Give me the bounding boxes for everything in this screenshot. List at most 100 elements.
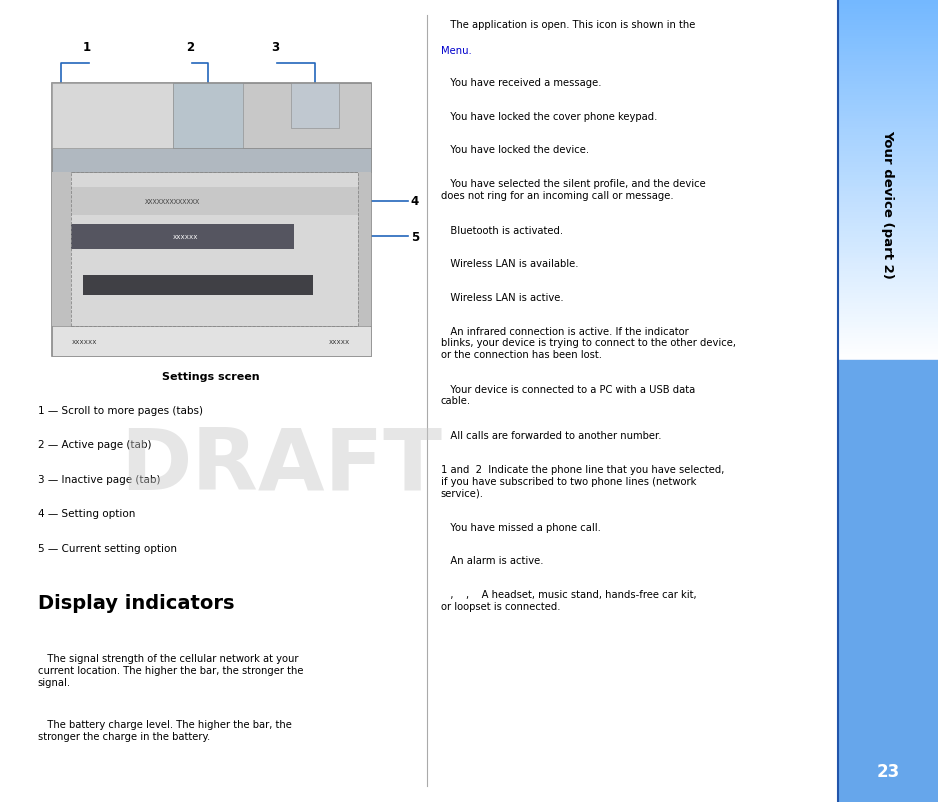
Bar xyxy=(838,80,938,83)
Bar xyxy=(838,564,938,567)
Bar xyxy=(838,379,938,383)
Bar xyxy=(838,497,938,500)
Text: You have locked the cover phone keypad.: You have locked the cover phone keypad. xyxy=(441,111,658,121)
Bar xyxy=(838,800,938,802)
Bar xyxy=(838,110,938,112)
Bar xyxy=(838,780,938,784)
Bar xyxy=(838,444,938,447)
Bar xyxy=(838,104,938,107)
Bar xyxy=(838,190,938,192)
Bar xyxy=(838,70,938,72)
Bar xyxy=(838,385,938,387)
Bar xyxy=(838,575,938,577)
Bar xyxy=(838,48,938,51)
Bar xyxy=(838,192,938,195)
Bar xyxy=(838,746,938,748)
Text: Bluetooth is activated.: Bluetooth is activated. xyxy=(441,225,563,235)
Bar xyxy=(838,139,938,142)
Bar xyxy=(838,618,938,620)
Bar xyxy=(838,22,938,24)
Bar xyxy=(838,38,938,40)
Text: Wireless LAN is available.: Wireless LAN is available. xyxy=(441,259,579,269)
Text: xxxxxx: xxxxxx xyxy=(72,338,98,345)
Bar xyxy=(838,636,938,639)
Bar xyxy=(838,772,938,776)
Bar xyxy=(838,321,938,323)
Bar xyxy=(838,350,938,353)
Bar xyxy=(838,427,938,431)
Bar xyxy=(838,158,938,160)
Bar xyxy=(838,150,938,152)
Bar xyxy=(83,276,313,296)
Bar xyxy=(838,305,938,307)
Text: The battery charge level. The higher the bar, the
stronger the charge in the bat: The battery charge level. The higher the… xyxy=(38,719,292,741)
Bar xyxy=(838,452,938,455)
Bar xyxy=(838,695,938,698)
Text: The application is open. This icon is shown in the: The application is open. This icon is sh… xyxy=(441,20,695,42)
Bar xyxy=(838,355,938,358)
Bar xyxy=(838,553,938,556)
Bar xyxy=(838,516,938,519)
Bar xyxy=(838,457,938,460)
Bar xyxy=(838,647,938,650)
Bar xyxy=(838,623,938,626)
Bar xyxy=(838,719,938,722)
Bar xyxy=(838,315,938,318)
Bar xyxy=(838,131,938,134)
Bar xyxy=(838,26,938,30)
Bar xyxy=(838,30,938,32)
Bar xyxy=(838,706,938,708)
Bar xyxy=(838,423,938,425)
Bar xyxy=(838,155,938,158)
Text: 2 — Active page (tab): 2 — Active page (tab) xyxy=(38,439,151,449)
Bar xyxy=(838,711,938,714)
Bar xyxy=(838,591,938,593)
Bar xyxy=(838,99,938,102)
Text: DRAFT: DRAFT xyxy=(120,423,443,507)
Bar xyxy=(838,489,938,492)
Bar xyxy=(838,572,938,575)
Bar xyxy=(838,337,938,339)
Bar xyxy=(838,698,938,700)
Bar xyxy=(838,383,938,385)
Bar xyxy=(838,545,938,548)
Bar xyxy=(838,147,938,150)
Bar xyxy=(838,219,938,222)
Bar xyxy=(838,323,938,326)
Bar xyxy=(838,225,938,227)
Bar xyxy=(838,724,938,727)
Bar xyxy=(838,363,938,367)
Bar xyxy=(838,596,938,599)
Bar xyxy=(838,367,938,369)
Text: An alarm is active.: An alarm is active. xyxy=(441,556,543,565)
Bar xyxy=(838,700,938,703)
Bar xyxy=(838,297,938,299)
Bar xyxy=(838,583,938,585)
Text: XXXXXXXXXXXXX: XXXXXXXXXXXXX xyxy=(145,199,201,205)
Bar xyxy=(838,511,938,513)
Text: Settings screen: Settings screen xyxy=(162,371,260,381)
Bar xyxy=(838,273,938,275)
Bar xyxy=(838,313,938,315)
Text: The signal strength of the cellular network at your
current location. The higher: The signal strength of the cellular netw… xyxy=(38,654,303,687)
Bar xyxy=(52,148,371,172)
Bar xyxy=(838,411,938,415)
Bar xyxy=(838,431,938,433)
Bar xyxy=(838,275,938,278)
Bar xyxy=(838,433,938,435)
Bar xyxy=(838,465,938,468)
Bar xyxy=(838,88,938,91)
Bar xyxy=(838,358,938,361)
Text: 5: 5 xyxy=(411,231,419,244)
Bar xyxy=(838,425,938,427)
Bar xyxy=(838,676,938,679)
Bar xyxy=(838,18,938,22)
Bar xyxy=(838,471,938,473)
Bar xyxy=(838,642,938,644)
Bar xyxy=(838,543,938,545)
Bar xyxy=(838,666,938,668)
Bar xyxy=(838,144,938,147)
Bar xyxy=(838,182,938,184)
Bar xyxy=(838,756,938,759)
Text: xxxxxx: xxxxxx xyxy=(173,234,198,240)
